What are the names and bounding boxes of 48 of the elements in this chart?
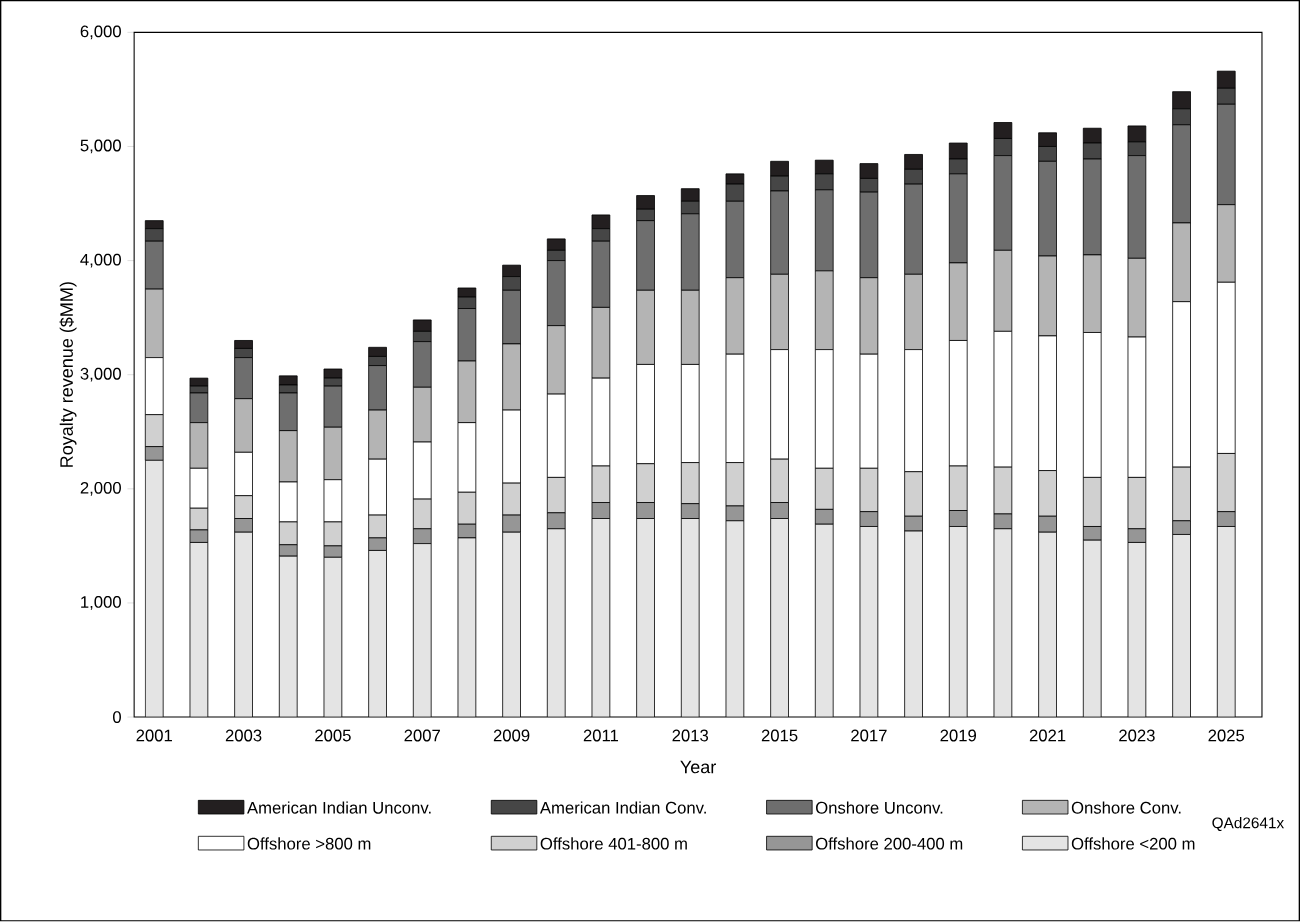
y-axis-title: Royalty revenue ($MM) (59, 282, 77, 468)
bar (814, 523, 834, 718)
bar (144, 460, 164, 718)
bar (368, 550, 387, 718)
legend-label: American Indian Conv. (539, 801, 706, 814)
x-tick-label: 2021 (1029, 729, 1066, 742)
y-tick-label: 4,000 (80, 253, 121, 268)
legend-label: Offshore 200-400 m (816, 837, 963, 850)
x-tick-label: 2025 (1208, 729, 1245, 742)
legend-label: American Indian Unconv. (247, 801, 431, 814)
x-tick-label: 2015 (761, 729, 798, 742)
y-tick-label: 1,000 (81, 596, 121, 611)
y-tick-label: 5,000 (80, 139, 121, 154)
text: QAd2641x (1212, 817, 1285, 832)
bar (502, 531, 521, 718)
x-tick-label: 2007 (404, 729, 440, 742)
bar (278, 555, 298, 718)
x-tick-label: 2011 (583, 729, 619, 742)
y-tick-label: 2,000 (80, 482, 121, 496)
y-tick-label: 6,000 (80, 25, 121, 40)
y-tick-label: 3,000 (80, 368, 121, 382)
x-tick-label: 2003 (225, 729, 262, 742)
bar (1172, 534, 1191, 718)
bar (636, 518, 655, 718)
bar (1216, 526, 1236, 718)
bar (1082, 539, 1102, 718)
x-tick-label: 2019 (940, 729, 977, 742)
x-tick-label: 2005 (315, 729, 351, 742)
legend-label: Onshore Unconv. (816, 801, 943, 814)
x-tick-label: 2013 (672, 729, 709, 742)
bar (680, 518, 700, 718)
bar (1038, 531, 1057, 718)
bar (546, 528, 566, 718)
bar (770, 518, 789, 718)
legend-label: Offshore 401-800 m (540, 837, 687, 850)
legend-label: Onshore Conv. (1071, 801, 1181, 814)
legend-label: Offshore >800 m (247, 837, 371, 850)
x-axis-title: Year (680, 760, 716, 774)
bar (948, 526, 968, 718)
x-tick-label: 2009 (493, 729, 530, 742)
bar (412, 543, 432, 718)
y-tick-label: 0 (113, 711, 121, 724)
legend-label: Offshore <200 m (1071, 837, 1195, 850)
x-tick-label: 2017 (851, 729, 887, 742)
x-tick-label: 2001 (136, 729, 172, 742)
x-tick-label: 2023 (1119, 729, 1155, 742)
bar (904, 530, 923, 718)
bar (234, 531, 253, 718)
